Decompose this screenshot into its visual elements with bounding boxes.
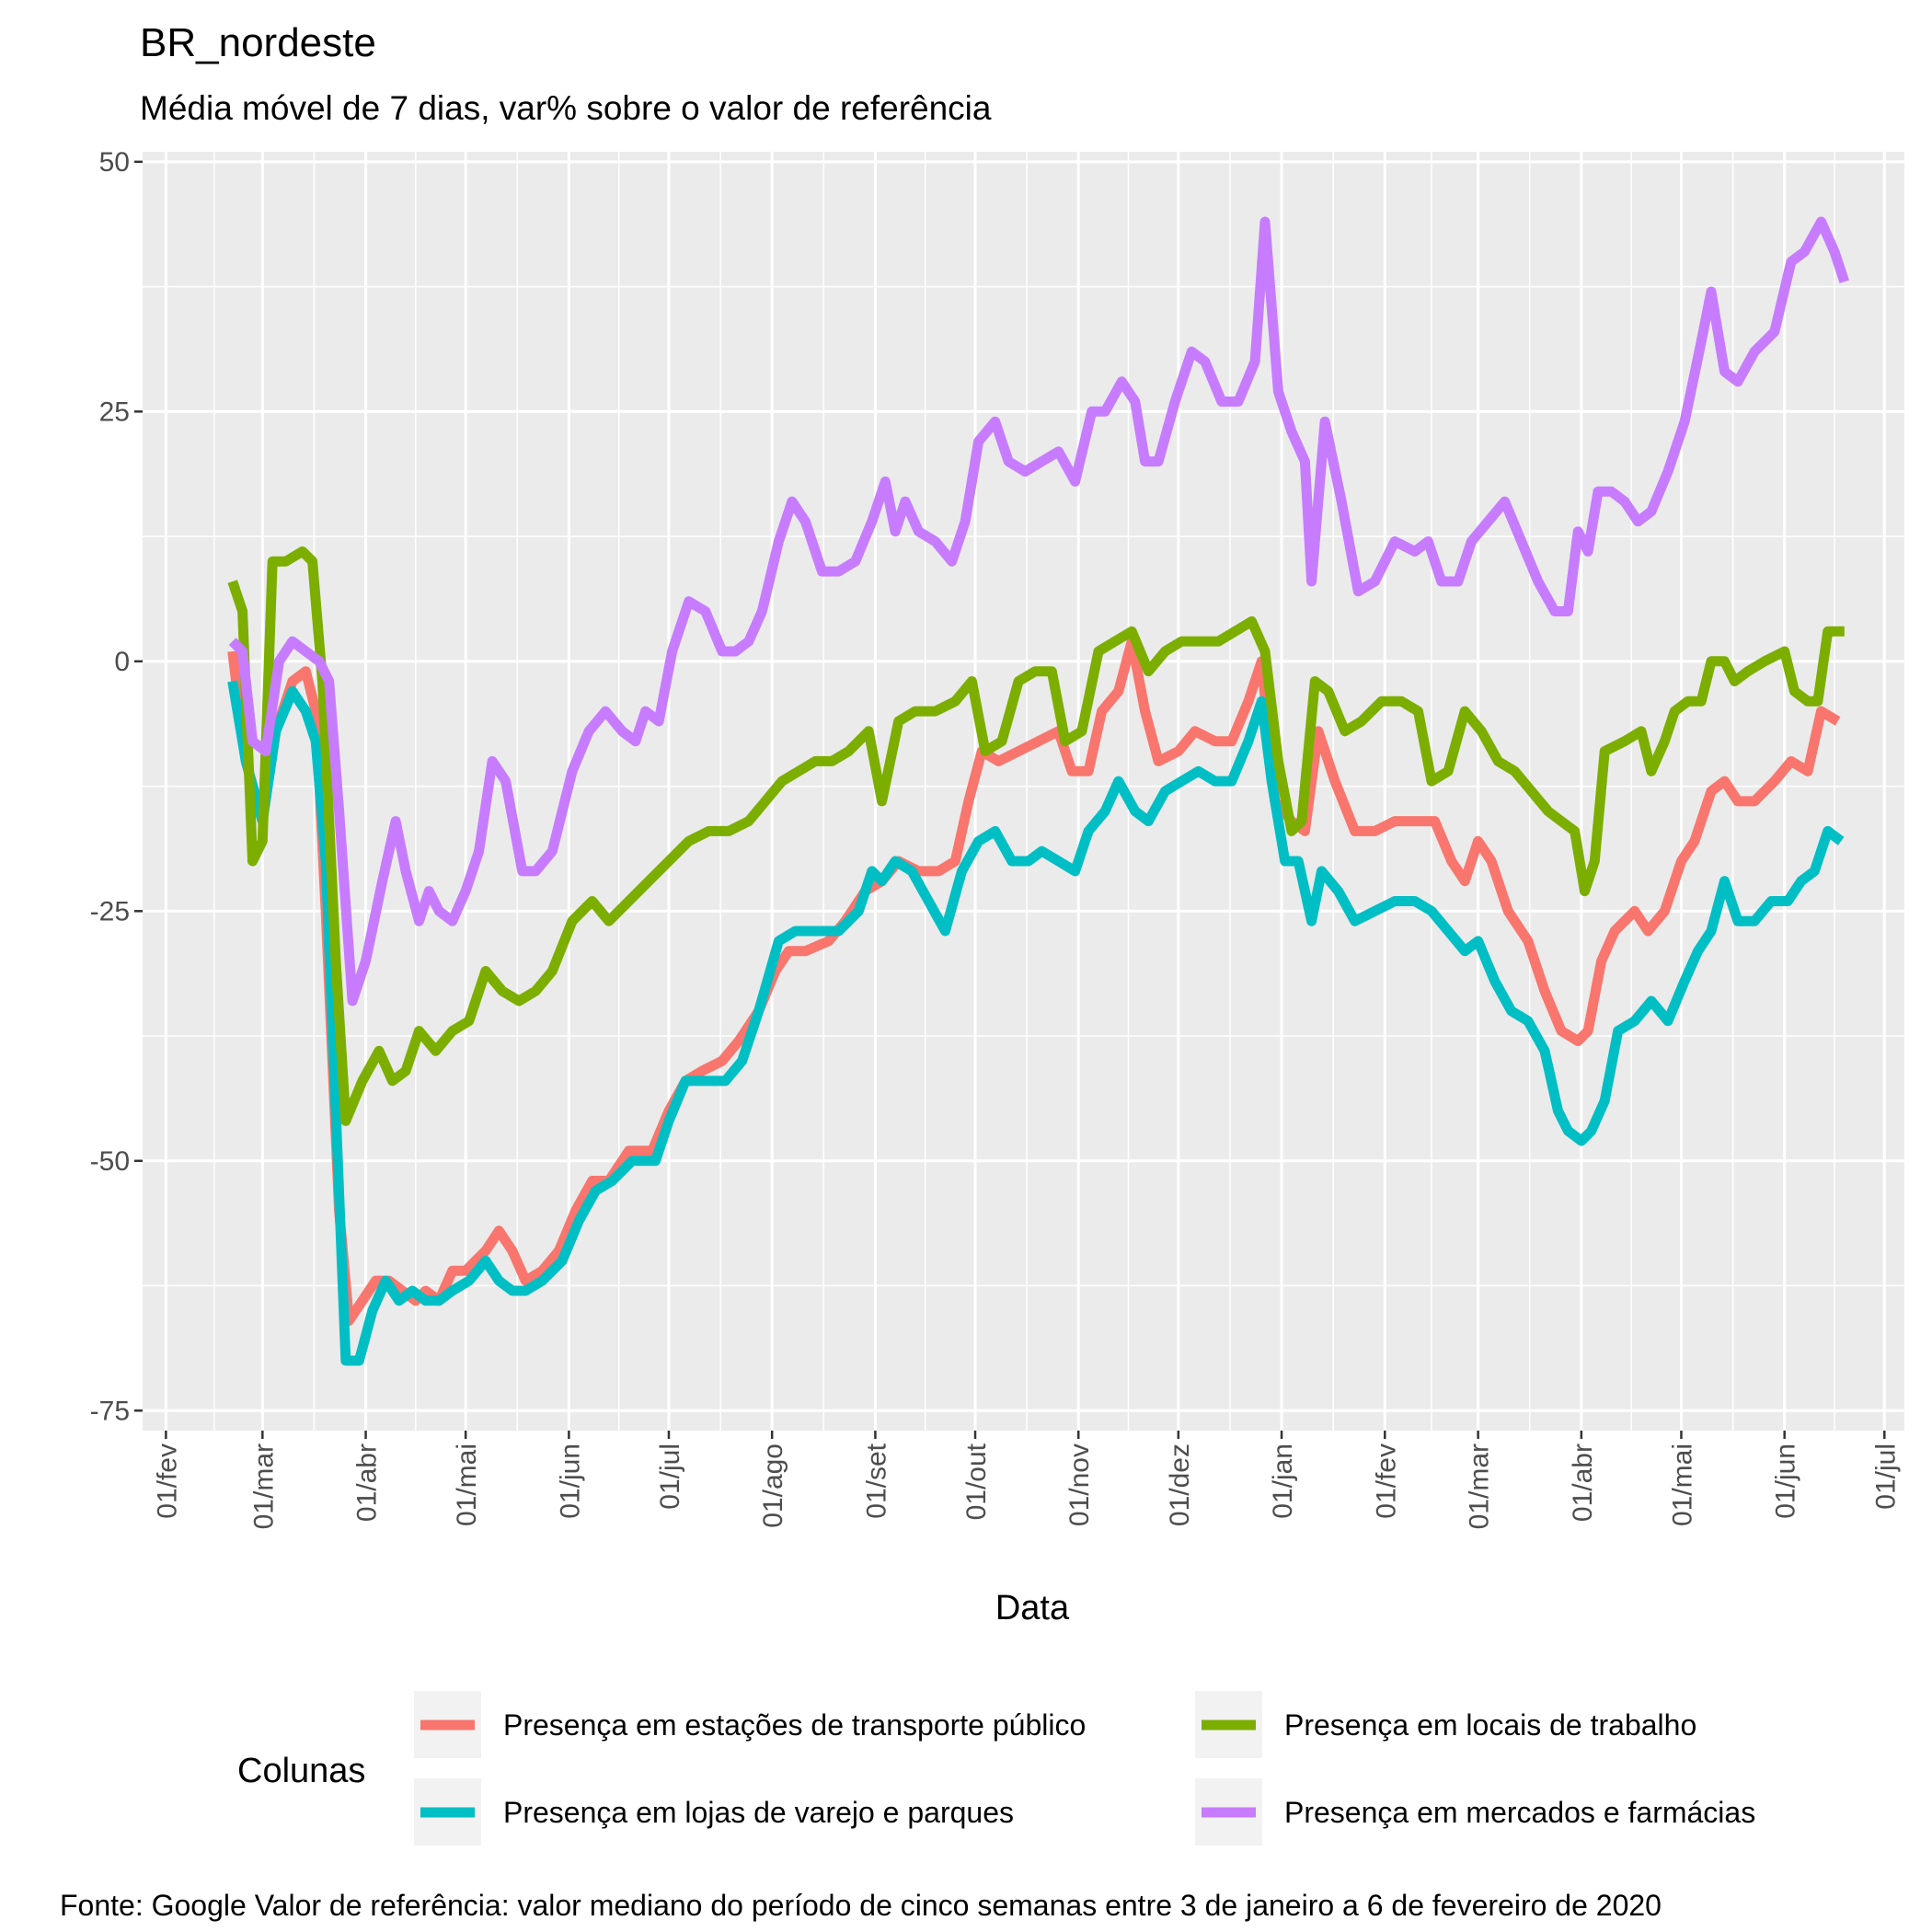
x-tick-label: 01/dez: [1165, 1443, 1195, 1526]
x-tick-label: 01/fev: [1371, 1443, 1401, 1519]
x-tick-label: 01/nov: [1064, 1443, 1095, 1526]
legend-label-3: Presença em locais de trabalho: [1284, 1708, 1696, 1742]
x-tick-label: 01/fev: [152, 1443, 182, 1519]
x-tick-label: 01/jan: [1268, 1443, 1298, 1519]
y-tick-label: 50: [99, 147, 130, 178]
y-tick-label: -75: [90, 1396, 130, 1426]
x-tick-label: 01/out: [961, 1443, 992, 1520]
plot-panel: [143, 152, 1904, 1431]
chart-caption: Fonte: Google Valor de referência: valor…: [60, 1889, 1662, 1922]
x-tick-label: 01/jul: [1870, 1443, 1901, 1510]
legend-label-2: Presença em lojas de varejo e parques: [503, 1796, 1014, 1829]
legend-label-1: Presença em estações de transporte públi…: [503, 1708, 1086, 1742]
series-line-2: [227, 680, 1845, 1366]
y-tick-label: -50: [90, 1146, 130, 1177]
y-tick-label: 25: [99, 397, 130, 427]
y-tick-label: 0: [114, 647, 130, 677]
x-tick-label: 01/ago: [758, 1443, 788, 1528]
x-tick-label: 01/jun: [1771, 1443, 1801, 1519]
x-tick-label: 01/abr: [352, 1443, 383, 1522]
y-tick-label: -25: [90, 896, 130, 926]
x-tick-label: 01/mar: [1465, 1443, 1495, 1529]
x-axis-title: Data: [995, 1589, 1070, 1627]
grid-major: [143, 152, 1904, 1431]
x-tick-label: 01/jun: [555, 1443, 585, 1519]
series-line-4: [228, 216, 1850, 1006]
x-tick-label: 01/mai: [452, 1443, 482, 1526]
legend-label-4: Presença em mercados e farmácias: [1284, 1796, 1755, 1829]
legend: Colunas Presença em estações de transpor…: [237, 1691, 1755, 1846]
chart-subtitle: Média móvel de 7 dias, var% sobre o valo…: [140, 89, 992, 127]
grid-minor: [143, 152, 1904, 1431]
y-axis: -75 -50 -25 0 25 50: [90, 147, 143, 1426]
x-axis: 01/fev 01/mar 01/abr 01/mai 01/jun 01/jul 01/a…: [152, 1431, 1901, 1529]
x-tick-label: 01/mar: [248, 1443, 279, 1529]
x-tick-label: 01/set: [861, 1443, 891, 1518]
x-tick-label: 01/mai: [1667, 1443, 1697, 1526]
legend-title: Colunas: [237, 1752, 365, 1790]
legend-items: Presença em estações de transporte públi…: [414, 1691, 1755, 1846]
x-tick-label: 01/abr: [1568, 1443, 1598, 1522]
series-line-1: [227, 636, 1841, 1326]
series-line-3: [227, 546, 1845, 1126]
chart-title: BR_nordeste: [140, 20, 376, 65]
x-tick-label: 01/jul: [655, 1443, 685, 1510]
series-layer: [227, 216, 1850, 1366]
